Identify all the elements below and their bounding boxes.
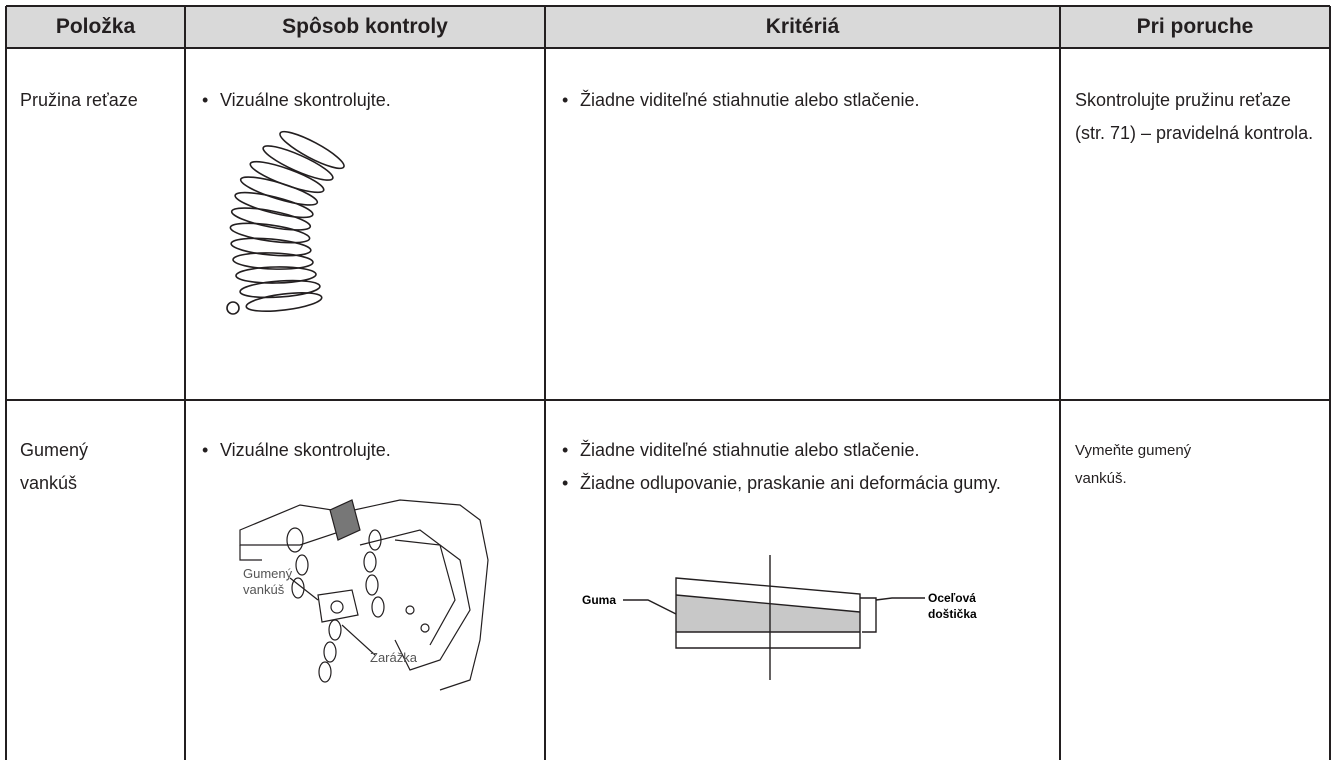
- method: Vizuálne skontrolujte.: [200, 84, 530, 117]
- method: Vizuálne skontrolujte.: [200, 434, 530, 467]
- header-cell: Kritériá: [546, 6, 1059, 48]
- item: Gumený vankúš: [20, 440, 89, 493]
- header-cell: Pri poruche: [1061, 6, 1329, 48]
- header-rules: [5, 5, 1331, 49]
- figure-label: Guma: [582, 593, 617, 607]
- figure-label: Zarážka: [370, 650, 417, 665]
- criterion: Žiadne viditeľné stiahnutie alebo stlače…: [560, 84, 1050, 117]
- figure-label: Gumený vankúš: [243, 566, 293, 597]
- action: Skontrolujte pružinu reťaze (str. 71) – …: [1075, 90, 1314, 143]
- item: Pružina reťaze: [20, 90, 138, 110]
- action: Vymeňte gumený vankúš.: [1075, 442, 1192, 487]
- header-cell: Spôsob kontroly: [186, 6, 544, 48]
- criterion: Žiadne odlupovanie, praskanie ani deform…: [560, 467, 1040, 500]
- criterion: Žiadne viditeľné stiahnutie alebo stlače…: [560, 434, 1050, 467]
- figure-label: Oceľová doštička: [928, 591, 977, 621]
- header-cell: Položka: [7, 6, 184, 48]
